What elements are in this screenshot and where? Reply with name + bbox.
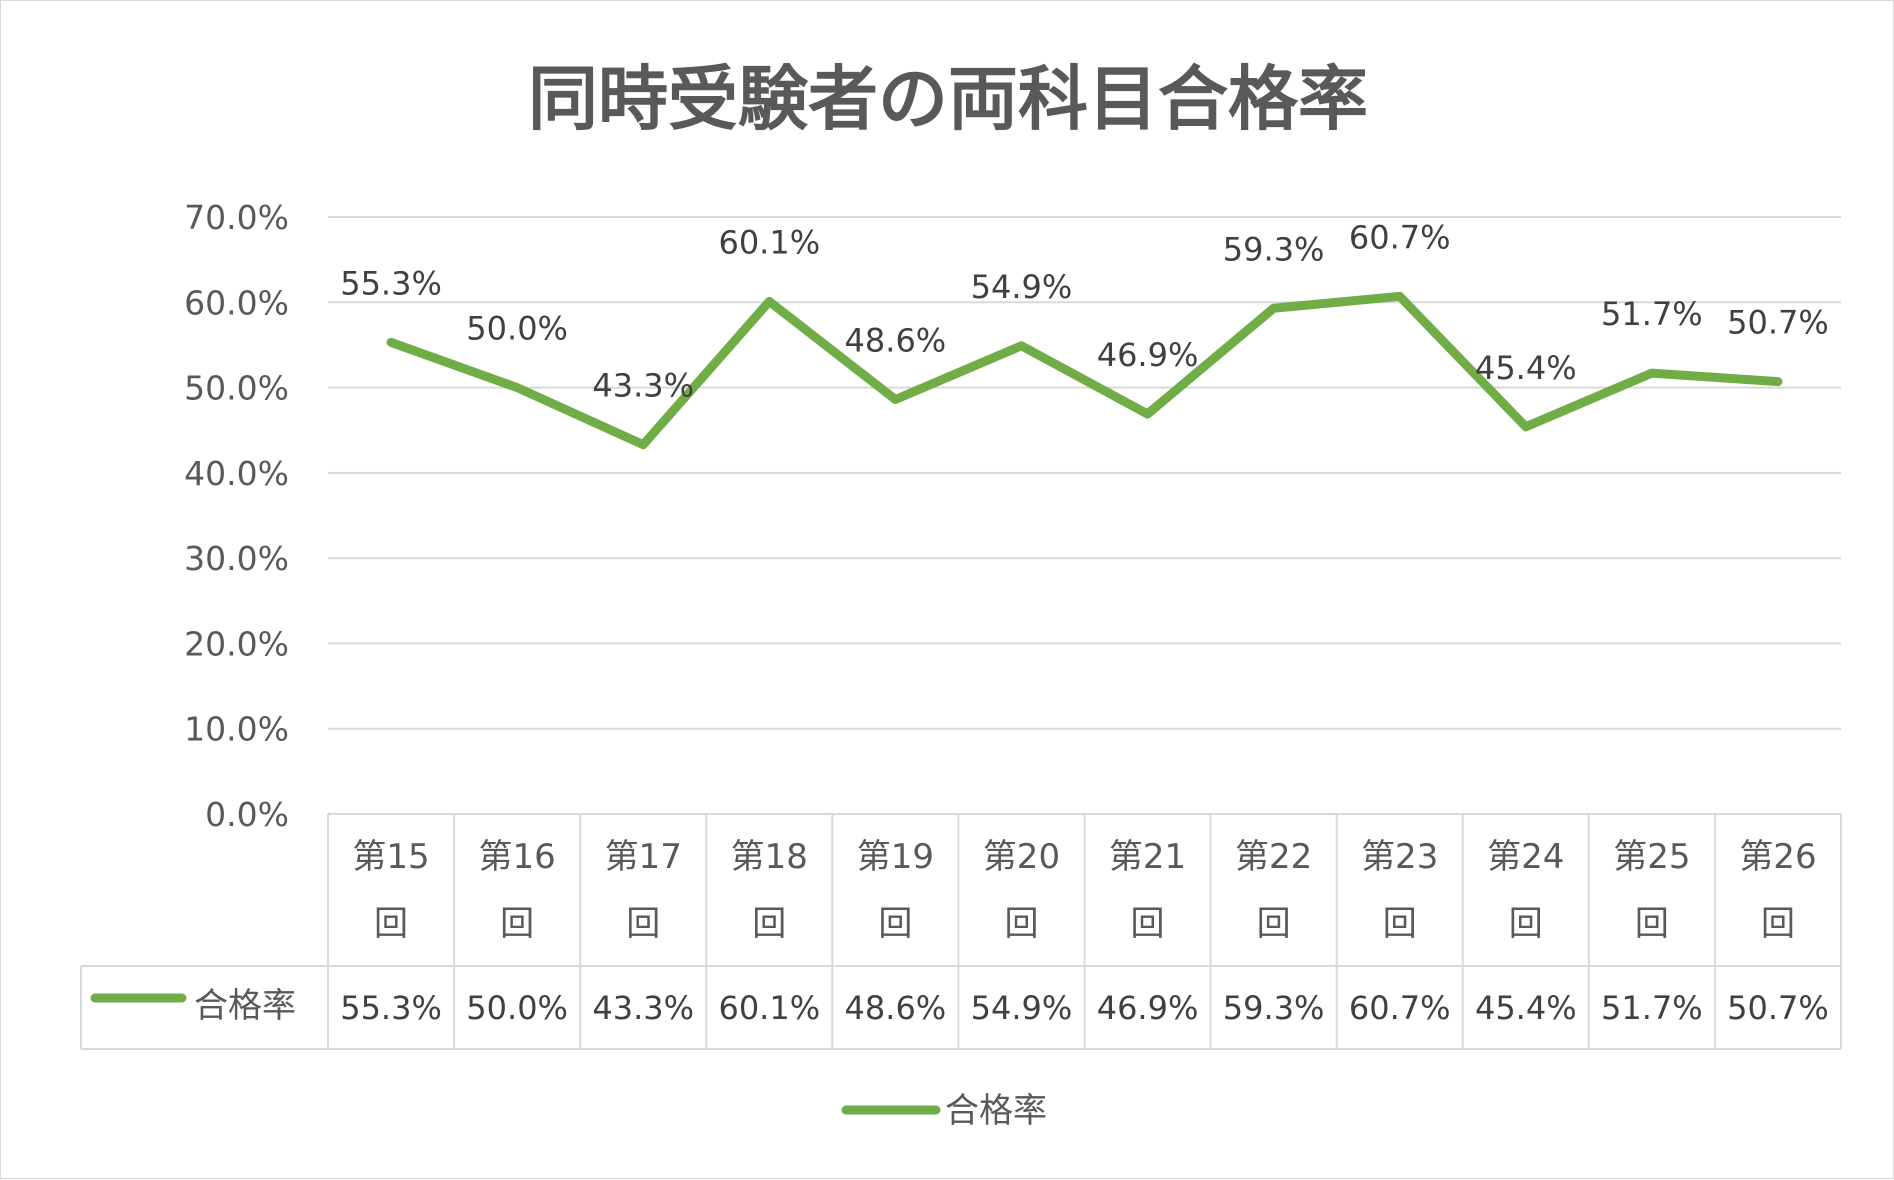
category-label: 回 — [1004, 904, 1038, 944]
category-label: 第23 — [1361, 837, 1438, 877]
category-label: 回 — [1383, 904, 1417, 944]
data-point — [642, 443, 645, 446]
data-point — [768, 300, 771, 303]
category-label: 第17 — [605, 837, 682, 877]
category-label: 回 — [752, 904, 786, 944]
table-value-cell: 50.0% — [466, 989, 568, 1027]
data-label: 59.3% — [1223, 230, 1325, 268]
y-tick-label: 60.0% — [184, 283, 289, 322]
data-point — [1398, 295, 1401, 298]
data-label: 55.3% — [340, 264, 442, 302]
category-label: 第24 — [1487, 837, 1564, 877]
category-label: 第19 — [857, 837, 934, 877]
table-value-cell: 51.7% — [1601, 989, 1703, 1027]
legend: 合格率 — [841, 1091, 1047, 1131]
category-label: 第16 — [478, 837, 555, 877]
data-point — [1524, 425, 1527, 428]
table-value-cell: 50.7% — [1727, 989, 1829, 1027]
y-tick-label: 50.0% — [184, 369, 289, 408]
category-label: 第26 — [1739, 837, 1816, 877]
table-value-cell: 43.3% — [592, 989, 694, 1027]
data-label: 46.9% — [1097, 336, 1199, 374]
y-tick-label: 70.0% — [184, 198, 289, 237]
table-value-cell: 54.9% — [971, 989, 1073, 1027]
y-tick-label: 30.0% — [184, 539, 289, 578]
data-label: 48.6% — [845, 322, 947, 360]
table-value-cell: 45.4% — [1475, 989, 1577, 1027]
legend-label: 合格率 — [945, 1091, 1047, 1131]
data-label: 50.7% — [1727, 304, 1829, 342]
category-label: 第25 — [1613, 837, 1690, 877]
category-label: 回 — [500, 904, 534, 944]
category-label: 第22 — [1235, 837, 1312, 877]
category-label: 回 — [878, 904, 912, 944]
data-label: 45.4% — [1475, 349, 1577, 387]
category-label: 回 — [1635, 904, 1669, 944]
gridlines — [328, 216, 1841, 730]
data-point — [1272, 307, 1275, 310]
table-value-cell: 46.9% — [1097, 989, 1199, 1027]
data-point — [1776, 380, 1779, 383]
data-label: 43.3% — [592, 367, 694, 405]
data-point — [390, 341, 393, 344]
table-value-cell: 55.3% — [340, 989, 442, 1027]
category-label: 第15 — [352, 837, 429, 877]
y-tick-label: 0.0% — [205, 795, 289, 834]
category-label: 回 — [1509, 904, 1543, 944]
y-axis-ticks: 0.0% 10.0% 20.0% 30.0% 40.0% 50.0% 60.0% 70.0% — [184, 198, 289, 834]
series-line-group — [386, 291, 1783, 450]
y-tick-label: 40.0% — [184, 454, 289, 493]
data-labels: 55.3% 50.0% 43.3% 60.1% 48.6% 54.9% 46.9% 59.3%… — [340, 218, 1829, 404]
data-label: 60.7% — [1349, 218, 1451, 256]
category-label: 第21 — [1109, 837, 1186, 877]
table-value-cell: 59.3% — [1223, 989, 1325, 1027]
category-label: 回 — [1257, 904, 1291, 944]
category-label: 回 — [1131, 904, 1165, 944]
table-series-name: 合格率 — [194, 986, 296, 1026]
data-label: 54.9% — [971, 268, 1073, 306]
category-label: 第18 — [731, 837, 808, 877]
data-point — [1650, 372, 1653, 375]
data-label: 50.0% — [466, 310, 568, 348]
data-point — [516, 386, 519, 389]
chart-title: 同時受験者の両科目合格率 — [528, 58, 1368, 140]
data-label: 60.1% — [718, 223, 820, 261]
data-point — [894, 398, 897, 401]
y-tick-label: 10.0% — [184, 710, 289, 749]
data-point — [1146, 413, 1149, 416]
category-label: 第20 — [983, 837, 1060, 877]
table-value-cell: 60.7% — [1349, 989, 1451, 1027]
y-tick-label: 20.0% — [184, 624, 289, 663]
table-value-cell: 60.1% — [718, 989, 820, 1027]
category-label: 回 — [374, 904, 408, 944]
data-point — [1020, 344, 1023, 347]
data-table: 第15 回 第16 回 第17 回 第18 回 第19 回 第20 回 第21 回 第22 回 第23 回 第24 回… — [80, 813, 1842, 1050]
table-value-cell: 48.6% — [845, 989, 947, 1027]
category-label: 回 — [626, 904, 660, 944]
series-line — [386, 291, 1783, 450]
data-label: 51.7% — [1601, 295, 1703, 333]
category-label: 回 — [1761, 904, 1795, 944]
